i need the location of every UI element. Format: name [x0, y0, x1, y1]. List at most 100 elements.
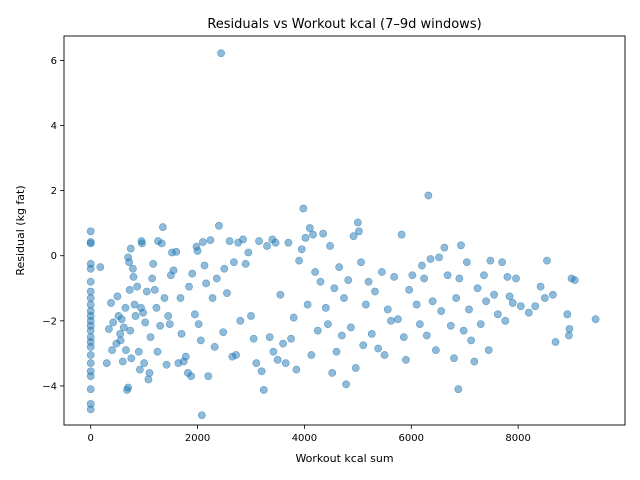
data-point: [160, 294, 169, 302]
data-point: [512, 274, 520, 283]
data-point: [126, 326, 135, 335]
data-point: [241, 259, 250, 268]
data-point: [259, 385, 268, 394]
data-point: [126, 244, 135, 253]
y-tick-label: 0: [51, 251, 57, 262]
data-point: [86, 264, 95, 273]
data-point: [135, 365, 144, 374]
data-point: [347, 323, 355, 332]
data-point: [435, 253, 443, 262]
data-point: [215, 221, 223, 230]
data-point: [486, 256, 495, 265]
data-point: [129, 272, 138, 281]
data-point: [426, 255, 435, 263]
data-point: [418, 261, 426, 270]
data-point: [144, 375, 153, 384]
data-point: [86, 385, 95, 394]
data-point: [452, 294, 461, 302]
data-point: [129, 264, 137, 273]
data-point: [150, 286, 159, 294]
data-point: [204, 372, 213, 381]
data-point: [149, 259, 158, 268]
data-point: [503, 272, 512, 281]
data-point: [130, 300, 139, 309]
data-point: [236, 316, 245, 325]
data-point: [116, 336, 125, 345]
data-point: [86, 227, 95, 236]
data-point: [219, 328, 228, 337]
data-point: [118, 357, 127, 366]
data-point: [309, 230, 317, 239]
x-axis-label: Workout kcal sum: [295, 452, 393, 465]
data-point: [273, 355, 282, 364]
data-point: [357, 258, 365, 267]
data-point: [225, 237, 234, 245]
data-point: [190, 310, 199, 319]
data-point: [374, 344, 383, 353]
data-point: [276, 290, 285, 299]
data-point: [531, 302, 540, 311]
data-point: [86, 405, 95, 414]
data-point: [324, 320, 332, 328]
x-tick-label: 8000: [505, 433, 530, 444]
data-point: [210, 342, 219, 351]
data-point: [200, 261, 209, 270]
data-point: [349, 232, 358, 241]
data-point: [263, 242, 271, 250]
data-point: [462, 258, 471, 267]
data-point: [387, 316, 395, 325]
data-point: [86, 294, 95, 302]
data-point: [145, 369, 154, 377]
y-axis-ticks: −4 −2 0 2 4 6: [42, 56, 64, 392]
data-point: [565, 331, 573, 340]
data-point: [86, 359, 95, 368]
data-point: [86, 239, 95, 248]
data-point: [229, 258, 238, 267]
data-point: [289, 313, 298, 322]
data-point: [169, 266, 178, 275]
data-point: [295, 256, 303, 265]
data-point: [402, 355, 410, 364]
data-point: [390, 272, 399, 281]
data-point: [121, 303, 130, 312]
data-point: [482, 297, 490, 306]
data-points: [86, 49, 600, 420]
data-point: [337, 331, 346, 340]
data-point: [252, 359, 261, 368]
data-point: [269, 347, 278, 356]
data-point: [185, 282, 193, 291]
data-point: [565, 325, 574, 333]
data-point: [109, 318, 118, 327]
data-point: [591, 315, 600, 324]
x-tick-label: 6000: [399, 433, 424, 444]
data-point: [177, 329, 186, 338]
data-point: [319, 229, 328, 238]
data-point: [142, 287, 151, 296]
data-point: [342, 380, 350, 389]
data-point: [380, 351, 389, 359]
data-point: [501, 316, 510, 325]
data-point: [153, 347, 162, 356]
data-point: [107, 299, 115, 307]
data-point: [140, 359, 149, 368]
data-point: [543, 256, 551, 265]
data-point: [457, 241, 465, 250]
data-point: [164, 312, 173, 320]
data-point: [146, 333, 155, 342]
data-point: [86, 287, 95, 296]
data-point: [344, 276, 353, 285]
data-point: [104, 325, 113, 333]
data-point: [394, 315, 402, 324]
data-point: [498, 258, 507, 267]
data-point: [122, 346, 130, 355]
data-point: [208, 294, 217, 302]
data-point: [247, 312, 255, 320]
data-point: [96, 263, 105, 272]
x-tick-label: 0: [88, 433, 94, 444]
data-point: [223, 289, 231, 298]
data-point: [476, 320, 485, 328]
data-point: [279, 339, 287, 348]
data-point: [367, 329, 376, 338]
data-point: [371, 287, 379, 296]
